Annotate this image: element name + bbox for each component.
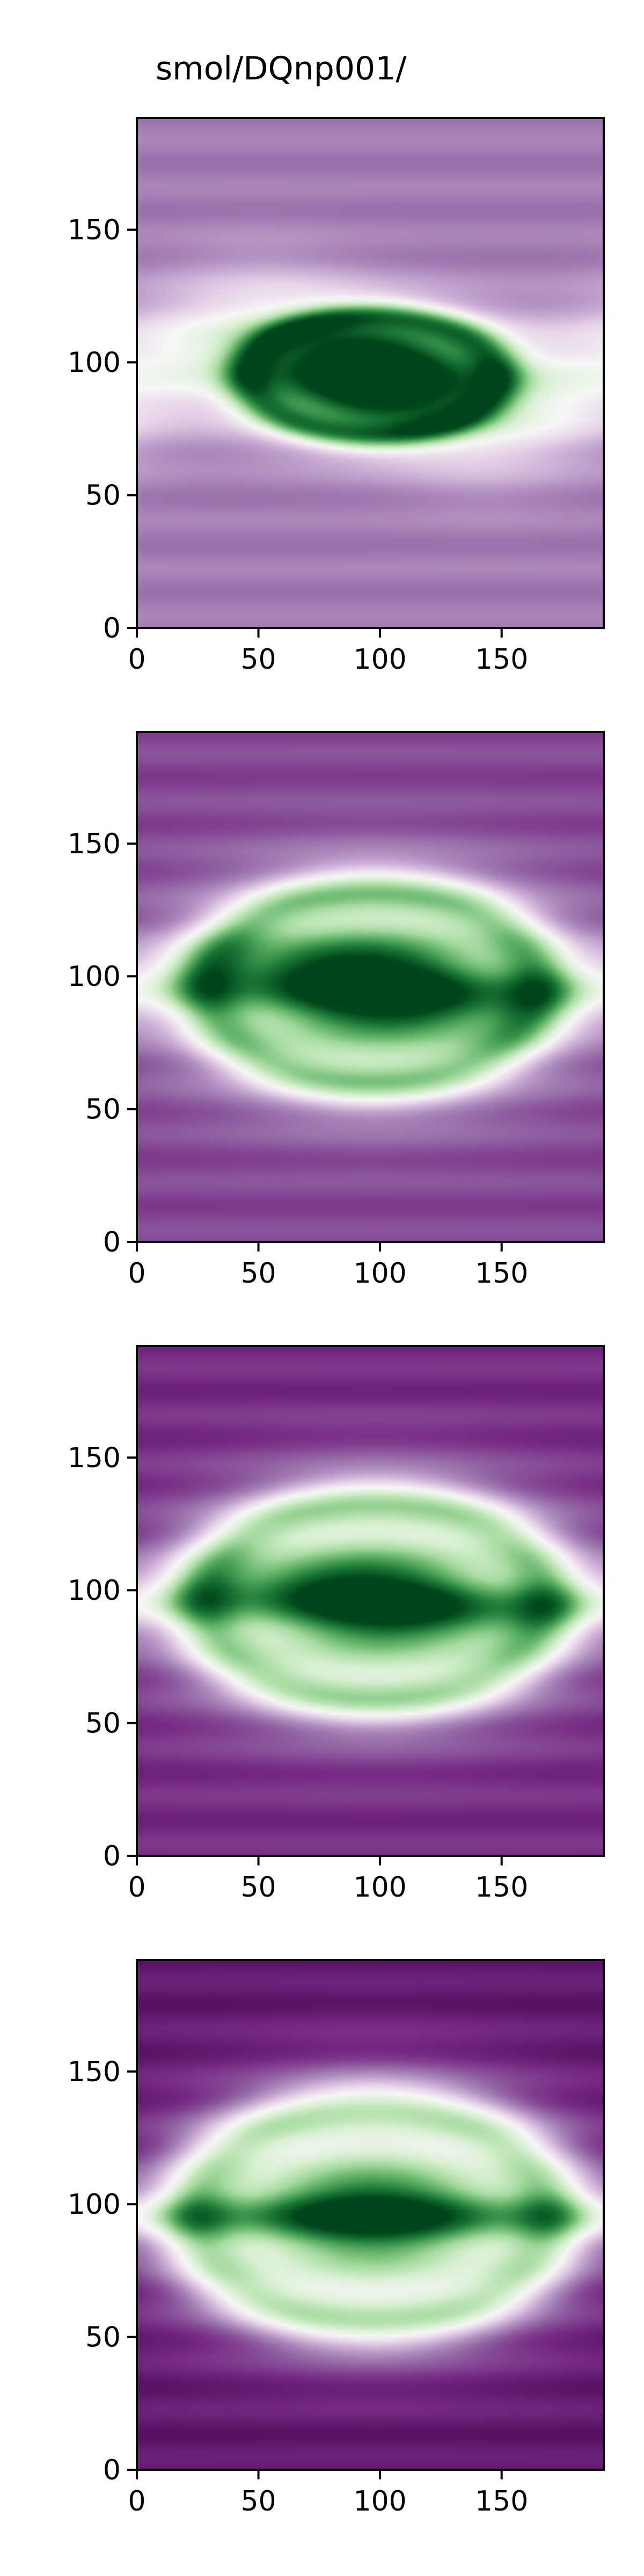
x-tick-label: 50 [240, 1871, 276, 1904]
x-tick-label: 150 [475, 1257, 528, 1290]
panel-4: 0 50 100 150 0 50 100 150 [68, 1959, 605, 2518]
x-tick-label: 0 [128, 1257, 145, 1290]
y-tick-label: 0 [103, 2454, 121, 2486]
panels-layer: 0 50 100 150 0 50 100 150 0 50 100 150 0 50 100 150 0 50 1… [68, 117, 605, 2518]
x-tick-label: 100 [353, 643, 406, 676]
x-tick-label: 50 [240, 643, 276, 676]
x-tick-label: 0 [128, 643, 145, 676]
y-tick-label: 50 [85, 2322, 121, 2354]
x-tick-label: 50 [240, 2485, 276, 2518]
y-tick-label: 50 [85, 1708, 121, 1740]
y-tick-label: 100 [68, 1575, 121, 1607]
plot-frame [136, 1959, 605, 2471]
x-tick-label: 100 [353, 1257, 406, 1290]
y-tick-label: 0 [103, 1226, 121, 1258]
y-tick-label: 150 [68, 2056, 121, 2088]
y-tick-label: 50 [85, 1094, 121, 1126]
heatmap-image [137, 732, 604, 1242]
panel-1: 0 50 100 150 0 50 100 150 [68, 117, 605, 676]
y-tick-label: 150 [68, 1442, 121, 1474]
y-tick-label: 100 [68, 2189, 121, 2221]
y-tick-label: 100 [68, 347, 121, 379]
x-tick-label: 0 [128, 1871, 145, 1904]
y-tick-label: 150 [68, 214, 121, 246]
y-tick-label: 50 [85, 480, 121, 512]
x-tick-label: 150 [475, 2485, 528, 2518]
x-tick-label: 150 [475, 1871, 528, 1904]
y-tick-label: 150 [68, 828, 121, 860]
heatmap-image [137, 1346, 604, 1856]
panel-2: 0 50 100 150 0 50 100 150 [68, 731, 605, 1290]
y-tick-label: 0 [103, 612, 121, 645]
plot-frame [136, 117, 605, 629]
x-tick-label: 150 [475, 643, 528, 676]
plot-frame [136, 1345, 605, 1857]
heatmap-image [137, 118, 604, 628]
heatmap-image [137, 1960, 604, 2470]
x-tick-label: 0 [128, 2485, 145, 2518]
plot-frame [136, 731, 605, 1243]
y-tick-label: 100 [68, 961, 121, 993]
figure-title: smol/DQnp001/ [156, 50, 407, 87]
panel-3: 0 50 100 150 0 50 100 150 [68, 1345, 605, 1904]
y-tick-label: 0 [103, 1840, 121, 1872]
x-tick-label: 100 [353, 2485, 406, 2518]
x-tick-label: 50 [240, 1257, 276, 1290]
x-tick-label: 100 [353, 1871, 406, 1904]
